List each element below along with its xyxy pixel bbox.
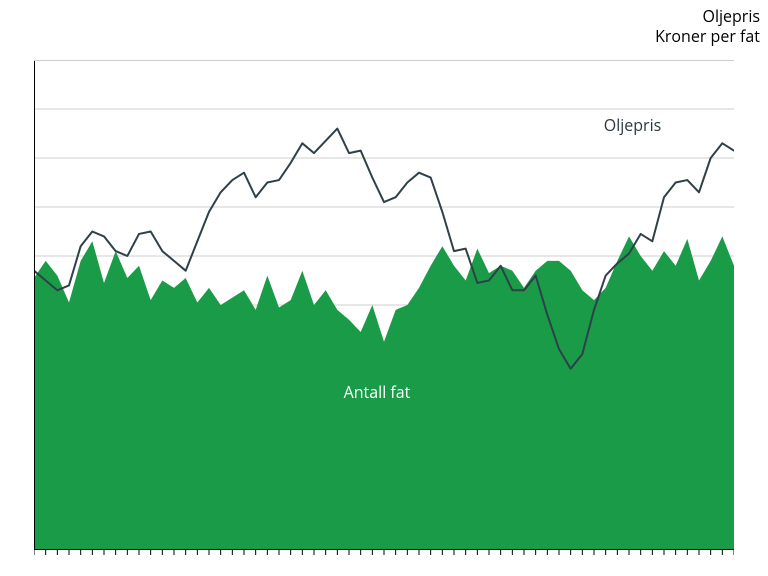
chart: Antall fat Oljepris (34, 60, 734, 560)
legend-top: Oljepris Kroner per fat (655, 6, 760, 46)
legend-line-2: Kroner per fat (655, 26, 760, 46)
legend-line-1: Oljepris (655, 6, 760, 26)
line-series-label: Oljepris (604, 114, 662, 136)
area-series-label: Antall fat (344, 381, 411, 403)
chart-svg: Antall fat Oljepris (34, 60, 734, 560)
